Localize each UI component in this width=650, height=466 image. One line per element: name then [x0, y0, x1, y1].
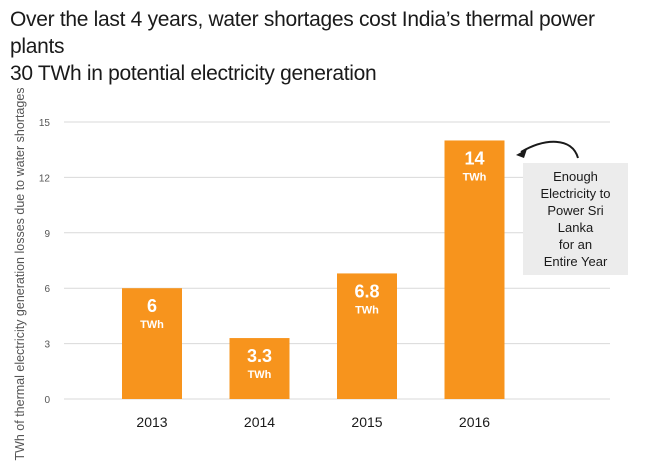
y-tick-label: 9	[44, 229, 50, 240]
bar-unit-label: TWh	[140, 319, 164, 331]
bar-2014	[229, 338, 290, 399]
x-tick-label: 2015	[351, 414, 382, 430]
x-axis-ticks: 2013 2014 2015 2016	[136, 414, 490, 430]
chart-title: Over the last 4 years, water shortages c…	[10, 6, 640, 87]
y-tick-label: 12	[39, 173, 51, 184]
bar-unit-label: TWh	[355, 304, 379, 316]
bars: 6 TWh 3.3 TWh 6.8 TWh 14 TWh	[122, 140, 505, 399]
y-tick-label: 6	[44, 284, 50, 295]
bar-unit-label: TWh	[463, 171, 487, 183]
bar-value-label: 6.8	[354, 281, 379, 301]
chart-title-line-2: 30 TWh in potential electricity generati…	[10, 62, 377, 85]
annotation-box: Enough Electricity to Power Sri Lanka fo…	[523, 163, 628, 275]
x-tick-label: 2016	[459, 414, 490, 430]
bar-value-label: 3.3	[247, 346, 272, 366]
y-tick-label: 0	[44, 395, 50, 406]
bar-unit-label: TWh	[248, 369, 272, 381]
y-axis-label: TWh of thermal electricity generation lo…	[13, 87, 27, 460]
y-tick-label: 3	[44, 340, 50, 351]
bar-2016	[444, 140, 505, 399]
bar-2015	[337, 273, 397, 399]
x-tick-label: 2014	[244, 414, 275, 430]
annotation-text: Enough Electricity to Power Sri Lanka fo…	[540, 169, 611, 269]
bar-2013	[122, 288, 182, 399]
annotation-arrow	[516, 140, 579, 159]
arrowhead-icon	[516, 149, 527, 158]
curved-arrow-icon	[520, 140, 579, 159]
chart-title-line-1: Over the last 4 years, water shortages c…	[10, 8, 595, 58]
bar-value-label: 14	[464, 148, 484, 168]
y-tick-label: 15	[39, 118, 51, 129]
y-axis-ticks: 0 3 6 9 12 15	[39, 118, 51, 406]
x-tick-label: 2013	[136, 414, 167, 430]
bar-value-label: 6	[147, 296, 157, 316]
